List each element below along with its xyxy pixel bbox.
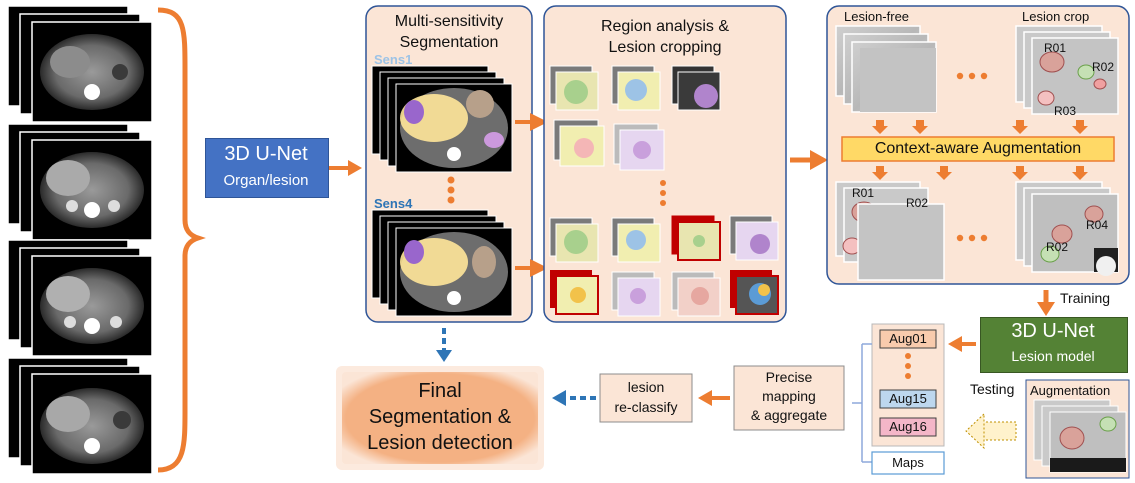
- final-line3: Lesion detection: [367, 432, 513, 454]
- augmentation-test-stack: [1033, 399, 1127, 473]
- augmentation-stack-label: Augmentation: [1030, 383, 1111, 398]
- ct-stack-4: [7, 357, 153, 475]
- seg-stack-sens1: [371, 65, 513, 173]
- augment-down-arrows-top: [872, 120, 1088, 134]
- aug-ellipsis-dots: [905, 353, 911, 379]
- roi-r03-top: R03: [1054, 104, 1077, 118]
- aug15-label: Aug15: [889, 391, 927, 406]
- input-brace: [157, 7, 206, 473]
- precise-mapping-line2: mapping: [762, 388, 816, 404]
- precise-mapping-line1: Precise: [765, 369, 813, 385]
- roi-r01-bottom: R01: [852, 186, 875, 200]
- lesion-crop-stack-top: [1015, 25, 1119, 115]
- lesion-model-title: 3D U-Net: [1011, 320, 1095, 342]
- reclassify-line2: re-classify: [614, 399, 678, 415]
- augment-down-arrows-bottom: [872, 166, 1088, 180]
- multi-sensitivity-title-1: Multi-sensitivity: [394, 13, 504, 30]
- roi-r02-top: R02: [1092, 60, 1115, 74]
- region-analysis-panel: [543, 5, 787, 323]
- final-box: [342, 372, 538, 464]
- unet-main-subtitle: Organ/lesion: [223, 172, 309, 189]
- right-bottom-ellipsis: [956, 234, 988, 242]
- roi-r04-bottom: R04: [1086, 218, 1109, 232]
- sens4-label: Sens4: [374, 196, 413, 211]
- augmented-stack-left: [835, 181, 945, 281]
- lesion-model-box: [980, 317, 1128, 373]
- aug16-box: [879, 417, 937, 437]
- training-label: Training: [1060, 290, 1111, 306]
- seg-stack-sens4: [371, 209, 513, 317]
- multi-ellipsis-dots: [447, 176, 455, 204]
- arrow-mapping-to-reclassify: [698, 390, 730, 406]
- region-crops-bottom: [549, 215, 779, 317]
- arrow-multi-to-region-top: [515, 113, 548, 131]
- precise-mapping-box: [733, 365, 845, 431]
- reclassify-box: [599, 373, 693, 423]
- ct-stack-1: [7, 5, 153, 123]
- aug01-label: Aug01: [889, 331, 927, 346]
- region-ellipsis-dots: [660, 180, 666, 206]
- unet-main-title: 3D U-Net: [224, 143, 308, 165]
- region-crops-top: [549, 65, 721, 171]
- maps-box: [871, 451, 945, 475]
- roi-r02-bottom-right: R02: [1046, 240, 1069, 254]
- final-line2: Segmentation &: [368, 406, 512, 428]
- lesion-model-subtitle: Lesion model: [1011, 348, 1095, 364]
- arrow-augmentation-to-list: [965, 412, 1017, 450]
- region-analysis-title-1: Region analysis &: [600, 18, 730, 35]
- aug01-box: [879, 329, 937, 349]
- arrow-reclassify-to-final: [552, 390, 596, 406]
- right-top-ellipsis: [956, 72, 988, 80]
- aug16-label: Aug16: [889, 419, 927, 434]
- ct-input-stacks: [7, 5, 153, 475]
- reclassify-line1: lesion: [627, 379, 665, 395]
- context-augmentation-bar: [841, 136, 1115, 162]
- lesion-free-label: Lesion-free: [844, 9, 910, 24]
- lesion-crop-label: Lesion crop: [1022, 9, 1090, 24]
- testing-label: Testing: [970, 381, 1015, 397]
- ct-stack-2: [7, 123, 153, 241]
- maps-label: Maps: [892, 455, 924, 470]
- aug15-box: [879, 389, 937, 409]
- sens1-label: Sens1: [374, 52, 413, 67]
- arrow-training: [1037, 290, 1055, 316]
- final-line1: Final: [418, 380, 462, 402]
- unet-main-box: [205, 138, 329, 198]
- arrow-multi-to-final: [436, 328, 452, 362]
- lesion-free-stack-top: [835, 25, 937, 113]
- arrow-multi-to-region-bottom: [515, 259, 548, 277]
- roi-r01-top: R01: [1044, 41, 1067, 55]
- ct-stack-3: [7, 239, 153, 357]
- arrow-region-to-augment: [790, 150, 828, 170]
- multi-sensitivity-title-2: Segmentation: [399, 34, 499, 51]
- arrow-model-to-aug: [948, 336, 976, 352]
- roi-r02-bottom-left: R02: [906, 196, 929, 210]
- context-augmentation-label: Context-aware Augmentation: [874, 140, 1082, 157]
- precise-mapping-line3: & aggregate: [750, 407, 828, 423]
- augmented-stack-right: [1015, 181, 1119, 276]
- arrow-unet-to-multi: [328, 160, 362, 176]
- region-analysis-title-2: Lesion cropping: [608, 39, 722, 56]
